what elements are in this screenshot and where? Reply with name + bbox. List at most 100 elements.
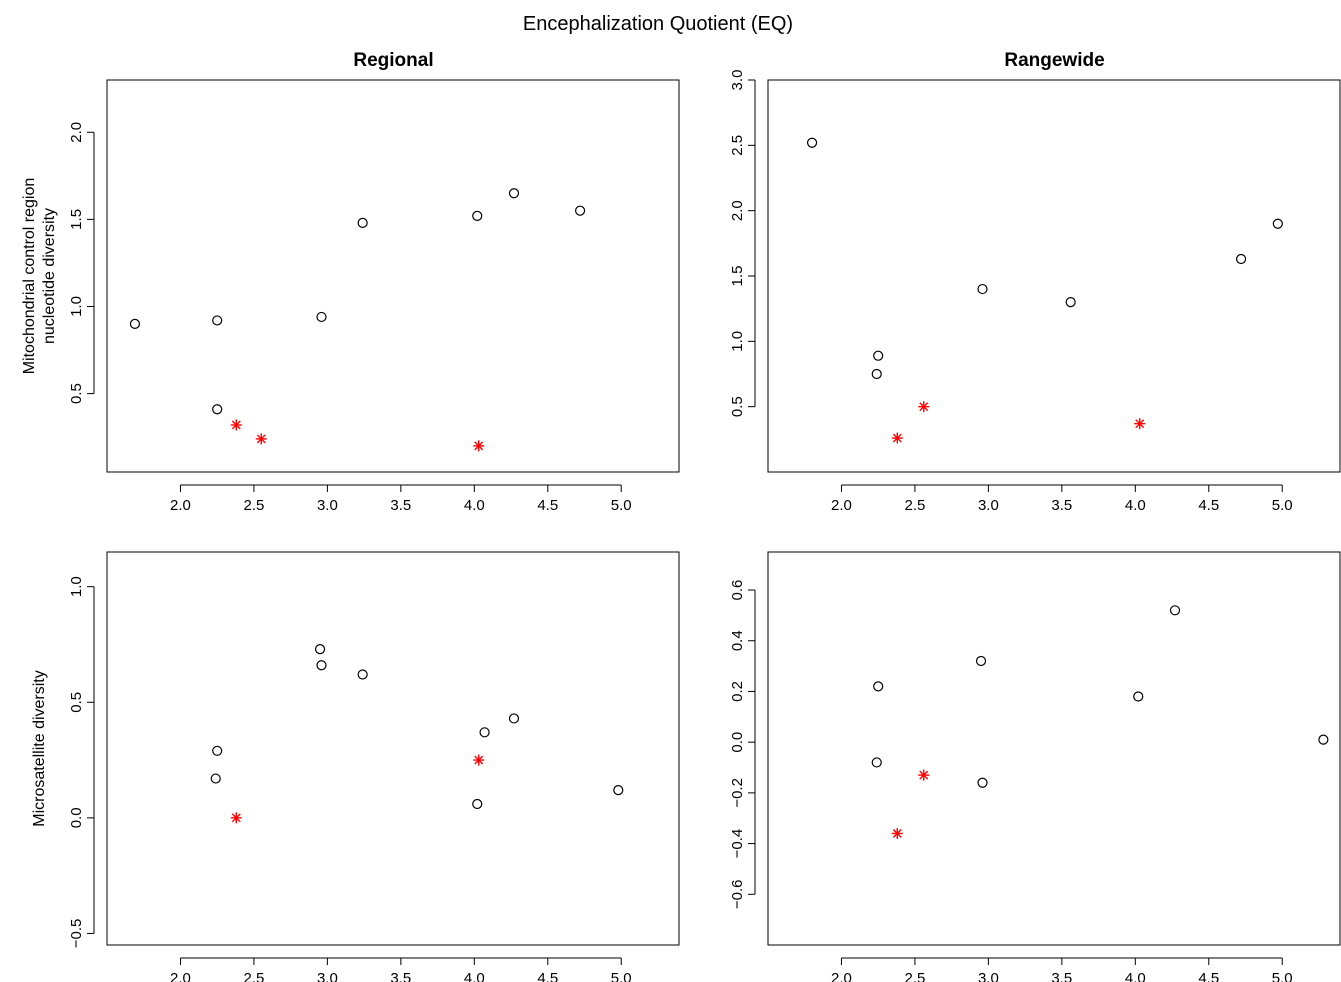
x-tick-label: 4.0: [1125, 497, 1146, 514]
x-tick-label: 3.0: [317, 970, 338, 982]
figure-title: Encephalization Quotient (EQ): [523, 13, 793, 35]
x-tick-label: 4.5: [1198, 497, 1219, 514]
data-point: [508, 188, 520, 199]
data-point-star: [230, 812, 242, 824]
plot-frame: [767, 79, 1341, 473]
x-tick-label: 2.5: [904, 970, 925, 982]
y-tick-label: 2.0: [68, 122, 85, 143]
data-point: [574, 205, 586, 216]
y-axis-label: Mitochondrial control region: [21, 178, 38, 375]
y-tick-label: 1.5: [729, 266, 746, 287]
data-point: [1272, 218, 1283, 229]
data-point-star: [918, 401, 930, 413]
y-axis-label: nucleotide diversity: [41, 208, 58, 344]
x-tick-label: 3.5: [1051, 970, 1072, 982]
x-tick-label: 4.5: [1198, 970, 1219, 982]
y-tick-label: 1.0: [68, 576, 85, 597]
data-point: [873, 350, 884, 361]
y-tick-label: 1.0: [68, 296, 85, 317]
y-tick-label: −0.5: [68, 919, 85, 949]
y-tick-label: 0.6: [729, 580, 746, 601]
plot-frame: [106, 551, 680, 946]
y-tick-label: 2.5: [729, 135, 746, 156]
y-tick-label: 3.0: [729, 70, 746, 91]
x-tick-label: 4.5: [537, 970, 558, 982]
data-point: [357, 217, 368, 228]
data-point-star: [891, 432, 903, 444]
x-tick-label: 4.0: [464, 970, 485, 982]
data-point-star: [473, 754, 485, 766]
x-tick-label: 2.5: [243, 970, 264, 982]
x-tick-label: 2.5: [904, 497, 925, 514]
data-point: [316, 660, 327, 671]
data-point-star: [918, 769, 930, 781]
data-point: [472, 798, 483, 810]
x-tick-label: 3.0: [978, 970, 999, 982]
y-tick-label: 0.0: [729, 732, 746, 753]
x-tick-label: 2.0: [170, 970, 191, 982]
x-tick-label: 2.5: [243, 497, 264, 514]
x-tick-label: 5.0: [611, 970, 632, 982]
data-point: [1133, 691, 1144, 702]
data-point: [1169, 605, 1181, 616]
y-tick-label: 2.0: [729, 200, 746, 221]
y-tick-label: −0.4: [729, 829, 746, 859]
panel-regional-mito: Regional 2.0 2.5 3.0 3.5 4.0 4.5 5.0 0.5 1.0 1.5 2.…: [21, 50, 680, 514]
x-tick-label: 5.0: [1272, 970, 1293, 982]
data-point: [508, 713, 520, 724]
data-point-star: [255, 433, 267, 445]
data-point: [212, 745, 223, 756]
panel-title: Rangewide: [1004, 50, 1104, 71]
data-point: [479, 727, 490, 738]
data-point: [975, 655, 987, 667]
x-tick-label: 3.5: [390, 497, 411, 514]
data-point: [613, 785, 624, 796]
data-point: [1065, 297, 1076, 308]
x-tick-label: 4.0: [1125, 970, 1146, 982]
y-tick-label: −0.6: [729, 879, 746, 909]
plot-frame: [767, 551, 1341, 946]
data-point-star: [891, 827, 903, 839]
data-point-star: [230, 419, 242, 431]
data-point-star: [1134, 418, 1146, 430]
y-tick-label: 0.5: [68, 692, 85, 713]
data-point: [316, 311, 327, 323]
data-point: [871, 368, 882, 380]
plot-frame: [106, 79, 680, 473]
y-tick-label: −0.2: [729, 778, 746, 808]
y-axis-label: Microsatellite diversity: [31, 670, 48, 826]
x-tick-label: 3.5: [1051, 497, 1072, 514]
panel-rangewide-mito: Rangewide 2.0 2.5 3.0 3.5 4.0 4.5 5.0 0.5 1.0 1.5 2…: [729, 50, 1341, 514]
data-point: [314, 643, 326, 655]
data-point: [977, 777, 988, 788]
data-point: [212, 315, 223, 326]
x-tick-label: 3.0: [317, 497, 338, 514]
panel-title: Regional: [353, 50, 433, 71]
data-point: [1235, 253, 1247, 265]
y-tick-label: 0.4: [729, 630, 746, 651]
data-point-star: [473, 440, 485, 452]
data-point: [357, 669, 368, 680]
panel-rangewide-microsat: 2.0 2.5 3.0 3.5 4.0 4.5 5.0 −0.6 −0.4 −0.2 0.0 0.2 0…: [729, 551, 1341, 982]
x-tick-label: 4.5: [537, 497, 558, 514]
y-tick-label: 0.5: [729, 396, 746, 417]
x-tick-label: 5.0: [611, 497, 632, 514]
data-point: [806, 137, 818, 148]
x-tick-label: 3.0: [978, 497, 999, 514]
x-tick-label: 2.0: [831, 970, 852, 982]
data-point: [873, 681, 884, 692]
data-point: [210, 773, 221, 784]
data-point: [472, 210, 483, 221]
y-tick-label: 0.5: [68, 383, 85, 404]
data-point: [871, 757, 882, 768]
data-point: [129, 318, 141, 330]
x-tick-label: 2.0: [170, 497, 191, 514]
x-tick-label: 5.0: [1272, 497, 1293, 514]
data-point: [977, 283, 988, 295]
panel-regional-microsat: 2.0 2.5 3.0 3.5 4.0 4.5 5.0 −0.5 0.0 0.5 1.0 Micros…: [31, 551, 680, 982]
y-tick-label: 0.0: [68, 807, 85, 828]
y-tick-label: 0.2: [729, 681, 746, 702]
x-tick-label: 2.0: [831, 497, 852, 514]
x-tick-label: 4.0: [464, 497, 485, 514]
